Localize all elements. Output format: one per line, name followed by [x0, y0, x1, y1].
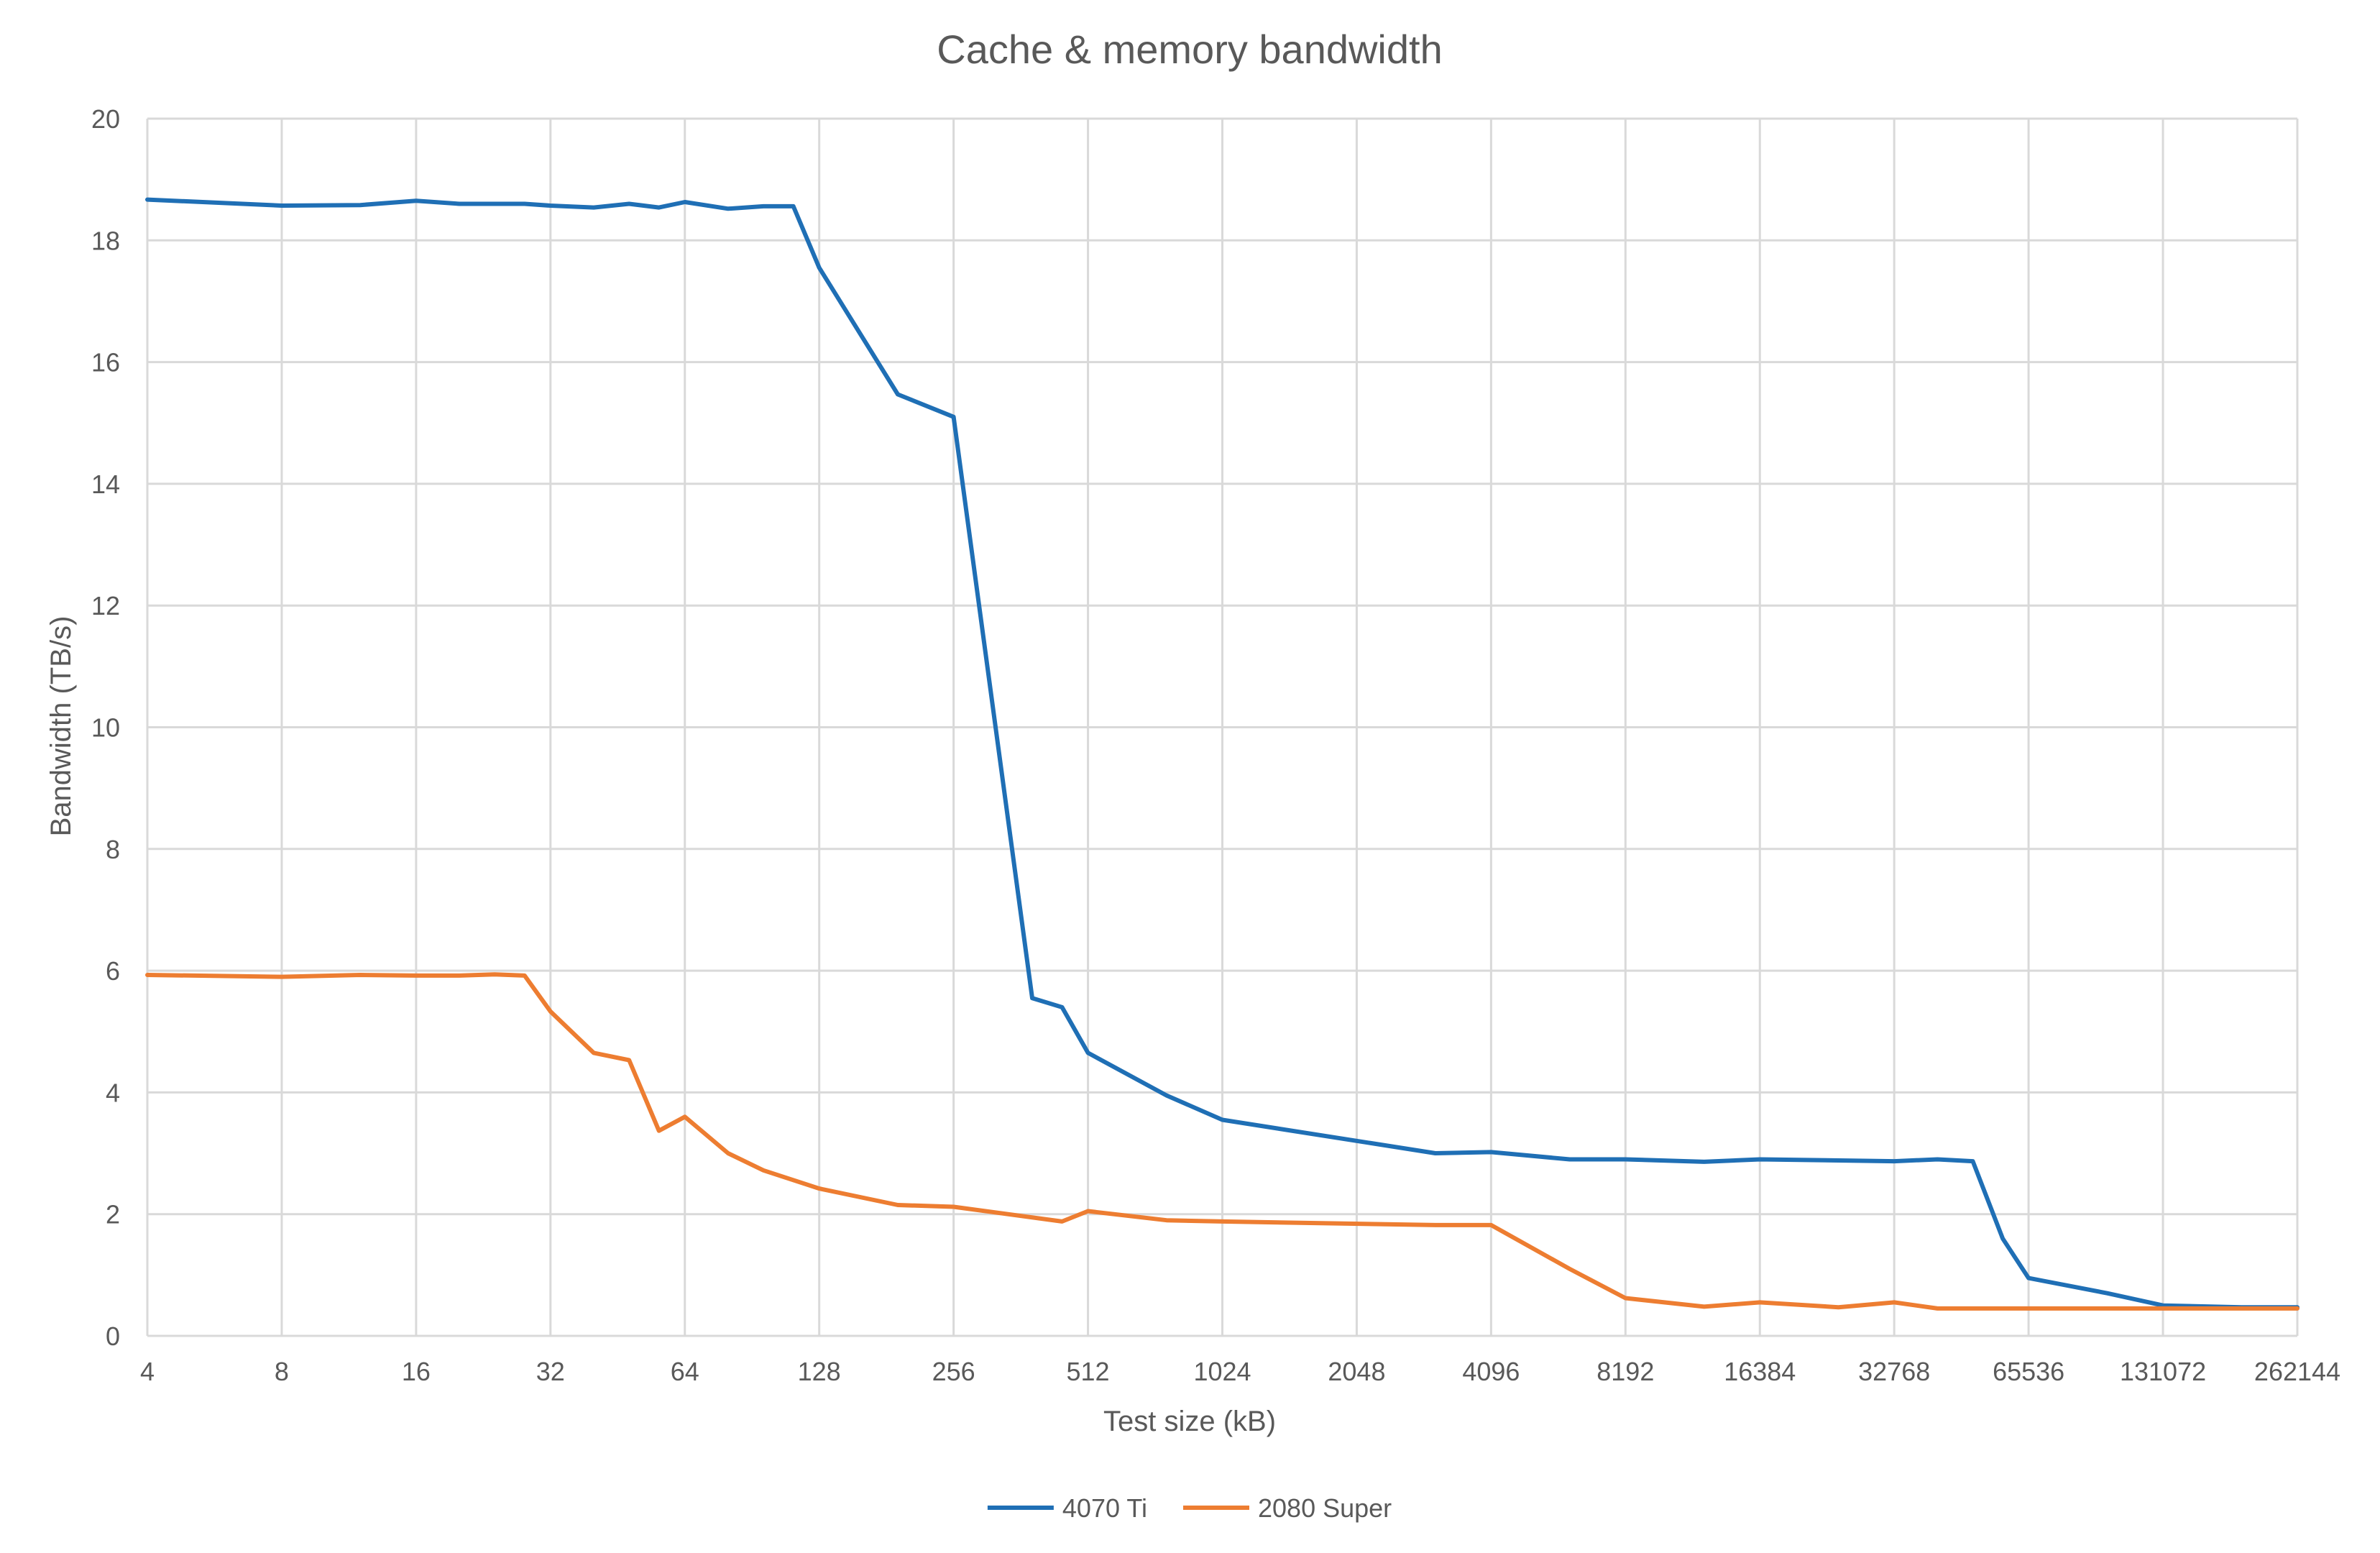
y-tick-label: 4 [106, 1078, 120, 1107]
x-tick-label: 16384 [1724, 1357, 1796, 1386]
x-tick-label: 256 [932, 1357, 975, 1386]
x-tick-label: 128 [798, 1357, 841, 1386]
legend-item-2: 2080 Super [1183, 1493, 1392, 1523]
y-tick-label: 8 [106, 835, 120, 864]
x-tick-label: 8 [275, 1357, 289, 1386]
y-tick-label: 20 [91, 104, 120, 134]
x-tick-label: 262144 [2254, 1357, 2340, 1386]
series-layer [145, 197, 2299, 1311]
x-tick-label: 65536 [1993, 1357, 2064, 1386]
legend-label: 2080 Super [1258, 1493, 1392, 1523]
legend-item-1: 4070 Ti [987, 1493, 1147, 1523]
y-axis-title: Bandwidth (TB/s) [45, 616, 77, 837]
y-tick-label: 0 [106, 1321, 120, 1351]
chart-title: Cache & memory bandwidth [937, 27, 1442, 72]
series-line-1 [145, 197, 2299, 1310]
y-tick-label: 6 [106, 956, 120, 986]
x-axis-tick-labels: 4 8 16 32 64 128 256 512 1024 2048 4096 8192 16384 32… [140, 1357, 2340, 1386]
x-tick-label: 16 [402, 1357, 431, 1386]
x-tick-label: 512 [1067, 1357, 1110, 1386]
series-line-2 [145, 972, 2299, 1311]
y-tick-label: 18 [91, 226, 120, 255]
x-tick-label: 4 [140, 1357, 155, 1386]
y-tick-label: 10 [91, 713, 120, 743]
x-axis-title: Test size (kB) [1103, 1406, 1276, 1437]
x-tick-label: 1024 [1193, 1357, 1251, 1386]
y-axis-tick-labels: 0 2 4 6 8 10 12 14 16 18 20 [91, 104, 120, 1351]
legend-label: 4070 Ti [1062, 1493, 1147, 1523]
grid-horizontal-lines [147, 117, 2297, 1337]
y-tick-label: 12 [91, 591, 120, 620]
y-tick-label: 2 [106, 1200, 120, 1229]
x-tick-label: 32768 [1858, 1357, 1930, 1386]
y-tick-label: 14 [91, 469, 120, 499]
x-tick-label: 131072 [2120, 1357, 2206, 1386]
x-tick-label: 64 [671, 1357, 699, 1386]
x-tick-label: 2048 [1328, 1357, 1385, 1386]
legend: 4070 Ti 2080 Super [987, 1493, 1392, 1523]
x-tick-label: 32 [536, 1357, 565, 1386]
x-tick-label: 4096 [1462, 1357, 1520, 1386]
y-tick-label: 16 [91, 348, 120, 377]
x-tick-label: 8192 [1596, 1357, 1654, 1386]
